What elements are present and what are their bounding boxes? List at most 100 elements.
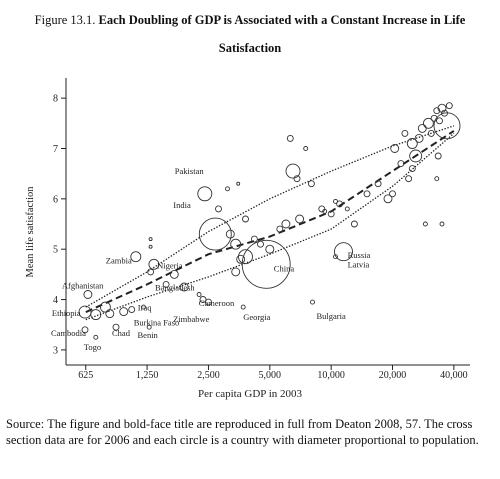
y-tick-label: 5	[53, 245, 58, 256]
country-circle	[285, 163, 301, 179]
country-circle	[119, 307, 129, 317]
x-tick-label: 5,000	[259, 370, 282, 381]
country-circle	[414, 133, 424, 143]
chart-axes: 3 4 5 6 7 8 625 1,250 2,500 5,000 10,000 20,000 40,0…	[53, 78, 470, 381]
country-label: Togo	[84, 342, 101, 352]
country-points	[78, 102, 461, 340]
country-circle	[303, 146, 309, 151]
country-circle	[344, 206, 350, 212]
x-tick-label: 10,000	[317, 370, 345, 381]
country-circle	[434, 152, 442, 160]
x-tick-label: 20,000	[379, 370, 407, 381]
figure-title: Each Doubling of GDP is Associated with …	[98, 13, 466, 55]
country-circle	[78, 305, 92, 319]
country-circle	[90, 309, 102, 321]
country-labels: Afghanistan Ethiopia Cambodia Togo Chad Zambi…	[51, 166, 370, 352]
country-circle	[93, 334, 99, 340]
country-circle	[406, 138, 418, 149]
trend-line-dotted	[85, 125, 455, 308]
figure-number: Figure 13.1.	[34, 13, 96, 27]
y-axis-title: Mean life satisfaction	[25, 186, 36, 278]
country-circle	[225, 229, 235, 239]
country-circle	[295, 214, 305, 224]
country-label: Chad	[112, 328, 131, 338]
country-circle	[148, 258, 160, 270]
country-circle	[128, 306, 136, 314]
country-circle	[81, 326, 89, 334]
country-circle	[293, 175, 301, 183]
country-circle	[215, 205, 222, 213]
country-circle	[197, 186, 213, 202]
country-circle	[281, 219, 291, 229]
country-circle	[236, 254, 246, 264]
country-circle	[409, 149, 423, 163]
country-circle	[433, 107, 441, 115]
country-label: Nigeria	[157, 260, 183, 270]
country-circle	[422, 117, 434, 129]
country-circle	[307, 180, 315, 188]
country-circle	[322, 208, 328, 214]
country-label: Zambia	[106, 255, 132, 265]
country-label: Ethiopia	[52, 308, 81, 318]
country-label: Afghanistan	[62, 281, 104, 291]
country-circle	[436, 117, 443, 125]
country-circle	[405, 175, 413, 183]
country-circle	[162, 280, 170, 288]
country-circle	[374, 180, 382, 188]
y-tick-label: 6	[53, 194, 58, 205]
y-tick-label: 4	[53, 295, 58, 306]
country-circle	[430, 114, 438, 122]
country-label: Pakistan	[175, 166, 205, 176]
country-circle	[240, 304, 246, 310]
y-tick-label: 7	[53, 144, 58, 155]
country-circle	[250, 235, 258, 243]
x-tick-label: 40,000	[440, 370, 468, 381]
country-circle	[112, 323, 120, 331]
country-circle	[230, 238, 242, 250]
country-circle	[310, 299, 315, 305]
country-circle	[205, 298, 212, 306]
trend-line-dashed	[85, 130, 455, 314]
country-circle	[105, 309, 115, 319]
country-circle	[231, 267, 241, 277]
country-circle	[225, 186, 230, 192]
country-label: Bulgaria	[317, 311, 346, 321]
country-circle	[147, 268, 155, 276]
x-axis-title: Per capita GDP in 2003	[198, 388, 303, 400]
country-circle	[169, 269, 179, 279]
country-circle	[83, 290, 93, 299]
country-circle	[276, 225, 284, 233]
country-circle	[130, 251, 142, 263]
country-circle	[198, 217, 232, 251]
trend-line-dotted	[85, 132, 455, 321]
country-circle	[196, 292, 202, 297]
scatter-chart: 3 4 5 6 7 8 625 1,250 2,500 5,000 10,000 20,000 40,0…	[25, 78, 470, 400]
x-tick-label: 1,250	[136, 370, 159, 381]
country-circle	[318, 205, 326, 213]
country-circle	[236, 181, 241, 186]
country-label: China	[274, 263, 295, 273]
x-tick-label: 2,500	[197, 370, 220, 381]
y-tick-label: 3	[53, 345, 58, 356]
country-circle	[390, 144, 400, 153]
country-circle	[422, 221, 428, 227]
country-circle	[199, 296, 207, 303]
country-label: Georgia	[243, 312, 270, 322]
country-circle	[257, 240, 264, 248]
country-circle	[334, 242, 353, 262]
country-label: Zimbabwe	[173, 314, 210, 324]
country-label: Cambodia	[51, 328, 86, 338]
country-circle	[433, 112, 461, 140]
x-tick-label: 625	[78, 370, 93, 381]
country-circle	[397, 160, 405, 168]
country-label: Burkina Faso	[134, 318, 180, 328]
country-circle	[434, 176, 440, 182]
source-note: Source: The figure and bold-face title a…	[6, 417, 479, 447]
country-circle	[389, 190, 396, 198]
country-circle	[99, 301, 111, 313]
country-circle	[383, 194, 393, 204]
y-tick-label: 8	[53, 94, 58, 105]
country-circle	[286, 134, 294, 142]
country-circle	[417, 123, 427, 133]
country-circle	[241, 239, 291, 289]
